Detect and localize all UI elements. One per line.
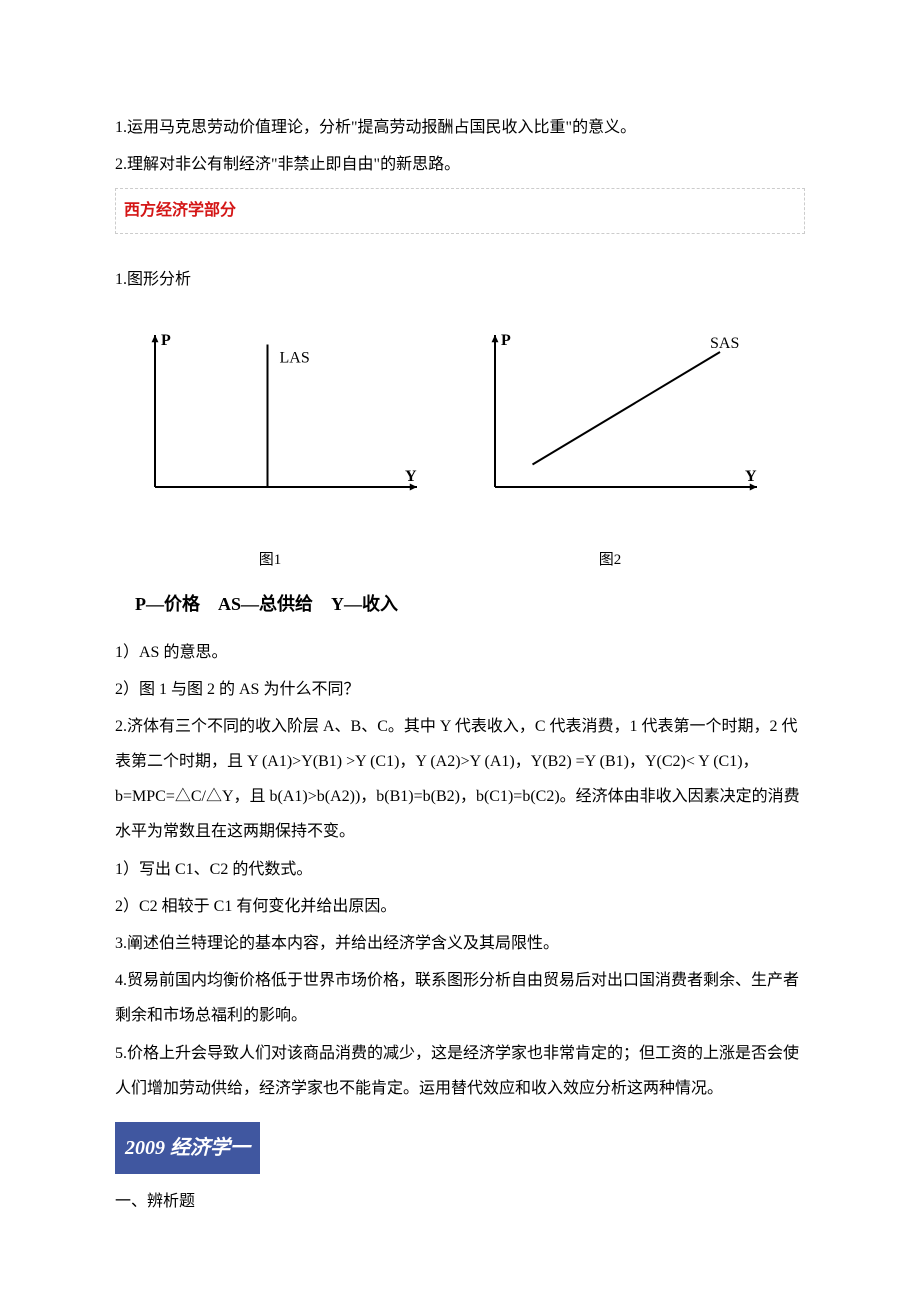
- w1-title: 1.图形分析: [115, 262, 805, 297]
- w-q5: 5.价格上升会导致人们对该商品消费的减少，这是经济学家也非常肯定的；但工资的上涨…: [115, 1036, 805, 1106]
- intro-q2: 2.理解对非公有制经济"非禁止即自由"的新思路。: [115, 147, 805, 182]
- chart2-caption: 图2: [455, 544, 765, 577]
- chart-legend: P—价格 AS—总供给 Y—收入: [135, 585, 805, 625]
- w-q2-2: 2）C2 相较于 C1 有何变化并给出原因。: [115, 889, 805, 924]
- w-q2-1: 1）写出 C1、C2 的代数式。: [115, 852, 805, 887]
- w-q2: 2.济体有三个不同的收入阶层 A、B、C。其中 Y 代表收入，C 代表消费，1 …: [115, 709, 805, 850]
- svg-text:SAS: SAS: [710, 335, 739, 352]
- chart1-svg: P Y LAS: [115, 327, 425, 527]
- chart2-block: P Y SAS 图2: [455, 327, 765, 577]
- section2-q1: 一、辨析题: [115, 1184, 805, 1219]
- w-q4: 4.贸易前国内均衡价格低于世界市场价格，联系图形分析自由贸易后对出口国消费者剩余…: [115, 963, 805, 1033]
- svg-text:P: P: [501, 332, 511, 349]
- charts-row: P Y LAS 图1 P Y SAS 图2: [115, 327, 805, 577]
- chart1-caption: 图1: [115, 544, 425, 577]
- chart1-block: P Y LAS 图1: [115, 327, 425, 577]
- intro-q1: 1.运用马克思劳动价值理论，分析"提高劳动报酬占国民收入比重"的意义。: [115, 110, 805, 145]
- svg-text:P: P: [161, 332, 171, 349]
- year-banner: 2009 经济学一: [115, 1122, 260, 1174]
- western-section-header: 西方经济学部分: [115, 188, 805, 233]
- w-q1-1: 1）AS 的意思。: [115, 635, 805, 670]
- svg-text:Y: Y: [745, 468, 757, 485]
- svg-text:Y: Y: [405, 468, 417, 485]
- chart2-svg: P Y SAS: [455, 327, 765, 527]
- svg-text:LAS: LAS: [280, 349, 310, 366]
- western-section-title: 西方经济学部分: [124, 202, 236, 219]
- w-q3: 3.阐述伯兰特理论的基本内容，并给出经济学含义及其局限性。: [115, 926, 805, 961]
- w-q1-2: 2）图 1 与图 2 的 AS 为什么不同？: [115, 672, 805, 707]
